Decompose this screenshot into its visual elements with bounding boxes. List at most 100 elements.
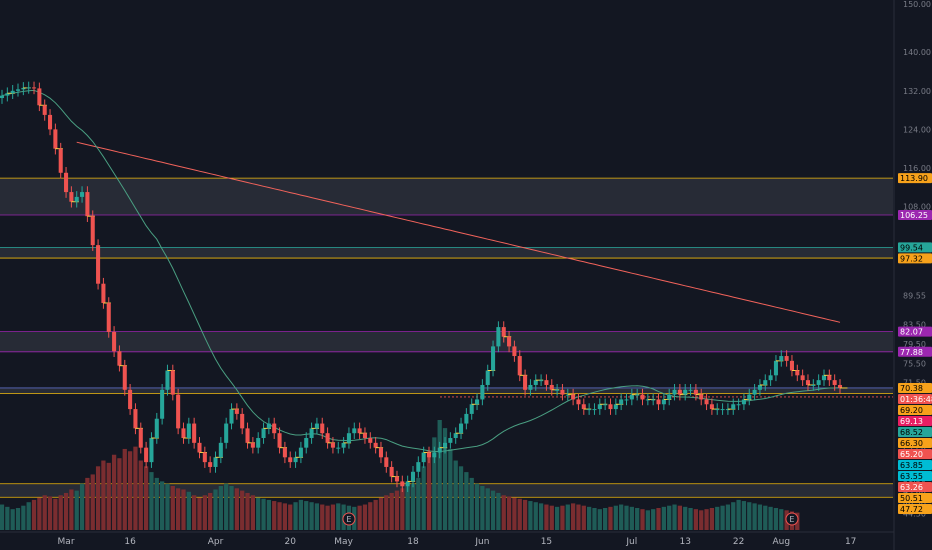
candle-body xyxy=(821,375,827,381)
volume-bar xyxy=(490,490,496,530)
earnings-marker-1[interactable] xyxy=(785,512,799,526)
candle-body xyxy=(507,336,512,347)
candle-body xyxy=(80,192,85,197)
candle-body xyxy=(837,384,843,388)
volume-bar xyxy=(570,503,576,530)
volume-bar xyxy=(122,448,127,530)
candle-body xyxy=(613,404,618,410)
candle-body xyxy=(5,93,10,96)
volume-bar xyxy=(234,488,239,530)
candle-body xyxy=(811,384,816,386)
price-label-tag xyxy=(898,426,932,437)
price-label-text: 82.07 xyxy=(900,328,923,337)
price-tick-label: 89.55 xyxy=(903,292,926,301)
candle-body xyxy=(405,481,410,487)
volume-bar xyxy=(298,499,304,530)
volume-bar xyxy=(133,446,138,530)
candle-body xyxy=(304,438,309,448)
earnings-marker-0[interactable] xyxy=(342,512,356,526)
candle-body xyxy=(667,394,672,400)
candle-body xyxy=(442,442,448,448)
price-tick-label: 44.30 xyxy=(903,510,926,519)
volume-bar xyxy=(320,504,325,530)
candle-body xyxy=(160,389,165,419)
candle-body xyxy=(208,462,213,467)
volume-bar xyxy=(389,492,394,530)
volume-bar xyxy=(677,505,683,530)
volume-bar xyxy=(725,504,731,530)
candle-body xyxy=(629,394,634,400)
volume-bar xyxy=(213,489,218,530)
volume-bar xyxy=(640,509,645,530)
candle-body xyxy=(106,302,111,332)
price-label-tag xyxy=(898,415,932,426)
volume-bar xyxy=(656,508,661,530)
candle-body xyxy=(784,356,789,361)
candle-body xyxy=(373,442,378,448)
candle-body xyxy=(699,394,704,400)
candle-body xyxy=(464,413,469,424)
volume-bar xyxy=(21,505,26,530)
volume-bar xyxy=(763,505,768,530)
candle-body xyxy=(683,389,688,395)
volume-bar xyxy=(42,495,47,530)
volume-bar xyxy=(469,477,474,530)
candle-body xyxy=(277,433,282,448)
price-tick-label: 83.50 xyxy=(903,321,926,330)
volume-bar xyxy=(704,509,709,530)
price-label-text: 97.32 xyxy=(900,254,923,263)
volume-bar xyxy=(464,472,469,530)
time-tick-label: 16 xyxy=(124,537,136,547)
zone-3 xyxy=(0,387,893,394)
candle-body xyxy=(224,423,229,443)
volume-bar xyxy=(624,505,629,530)
candle-body xyxy=(453,433,458,439)
volume-bar xyxy=(336,503,341,530)
volume-bar xyxy=(405,486,410,530)
candle-body xyxy=(245,428,250,443)
price-label-tag xyxy=(898,503,932,514)
time-tick-label: Jul xyxy=(625,537,637,547)
candle-body xyxy=(400,481,405,487)
volume-bar xyxy=(554,506,560,530)
volume-bar xyxy=(779,509,784,530)
price-label-tag xyxy=(898,209,932,220)
volume-bar xyxy=(79,483,85,530)
price-label-tag xyxy=(898,437,932,448)
candle-body xyxy=(133,409,138,429)
candle-body xyxy=(250,442,255,448)
volume-bar xyxy=(245,492,250,530)
candle-body xyxy=(384,457,389,467)
volume-bar xyxy=(304,501,309,530)
price-label-text: 66.30 xyxy=(900,439,923,448)
candle-body xyxy=(603,404,608,406)
candle-body xyxy=(74,196,79,202)
candle-body xyxy=(795,370,800,376)
candle-body xyxy=(528,384,533,390)
volume-bar xyxy=(117,458,122,530)
volume-bar xyxy=(699,510,704,530)
candle-body xyxy=(437,447,442,453)
volume-bar xyxy=(111,454,117,530)
volume-bar xyxy=(645,510,650,530)
price-label-tag xyxy=(898,481,932,492)
volume-bar xyxy=(410,483,416,530)
time-axis[interactable]: Mar16Apr20May18Jun15Jul1322Aug17Sep xyxy=(0,531,932,547)
candle-body xyxy=(336,447,341,449)
time-tick-label: 20 xyxy=(285,537,297,547)
candle-body xyxy=(501,327,506,337)
candle-body xyxy=(149,438,154,463)
earnings-marker-label: E xyxy=(789,515,794,524)
volume-bar xyxy=(565,504,570,530)
candle-body xyxy=(741,399,746,405)
candle-body xyxy=(459,423,464,434)
candle-body xyxy=(202,452,207,463)
price-label-text: 106.25 xyxy=(900,211,928,220)
volume-bar xyxy=(90,474,95,530)
candle-body xyxy=(448,438,453,443)
candle-body xyxy=(234,409,239,414)
volume-bar xyxy=(149,472,154,530)
volume-bar xyxy=(314,503,320,530)
